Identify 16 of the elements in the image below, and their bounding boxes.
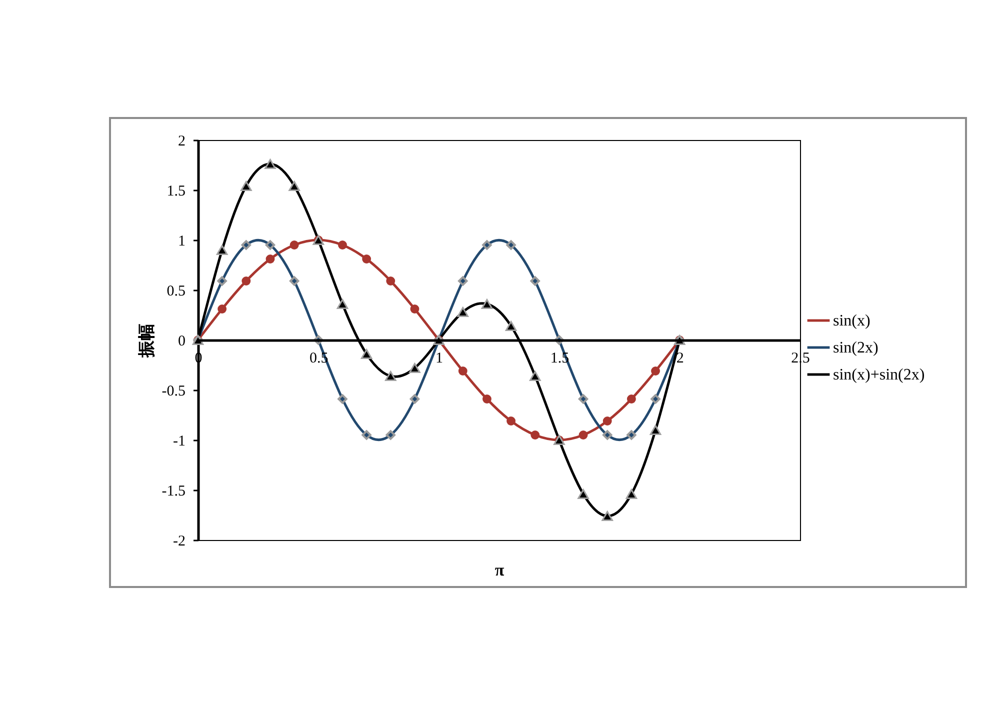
y-tick-label: 1: [178, 234, 186, 250]
legend-label: sin(x): [833, 312, 870, 330]
y-axis-title: 振幅: [136, 324, 156, 358]
y-tick-label: 0: [178, 334, 186, 350]
y-tick-label: 1.5: [166, 184, 186, 200]
y-tick-label: -1.5: [162, 484, 186, 500]
x-axis-title: π: [494, 560, 505, 580]
legend-label: sin(2x): [833, 340, 878, 356]
y-tick-label: 2: [178, 134, 186, 150]
legend-label: sin(x)+sin(2x): [833, 366, 925, 384]
y-tick-label: -0.5: [162, 384, 186, 400]
x-tick-label: 2: [676, 350, 684, 366]
y-tick-label: -2: [173, 534, 186, 550]
x-tick-label: 1: [436, 350, 444, 366]
y-tick-label: 0.5: [166, 284, 186, 300]
y-tick-label: -1: [173, 434, 186, 450]
